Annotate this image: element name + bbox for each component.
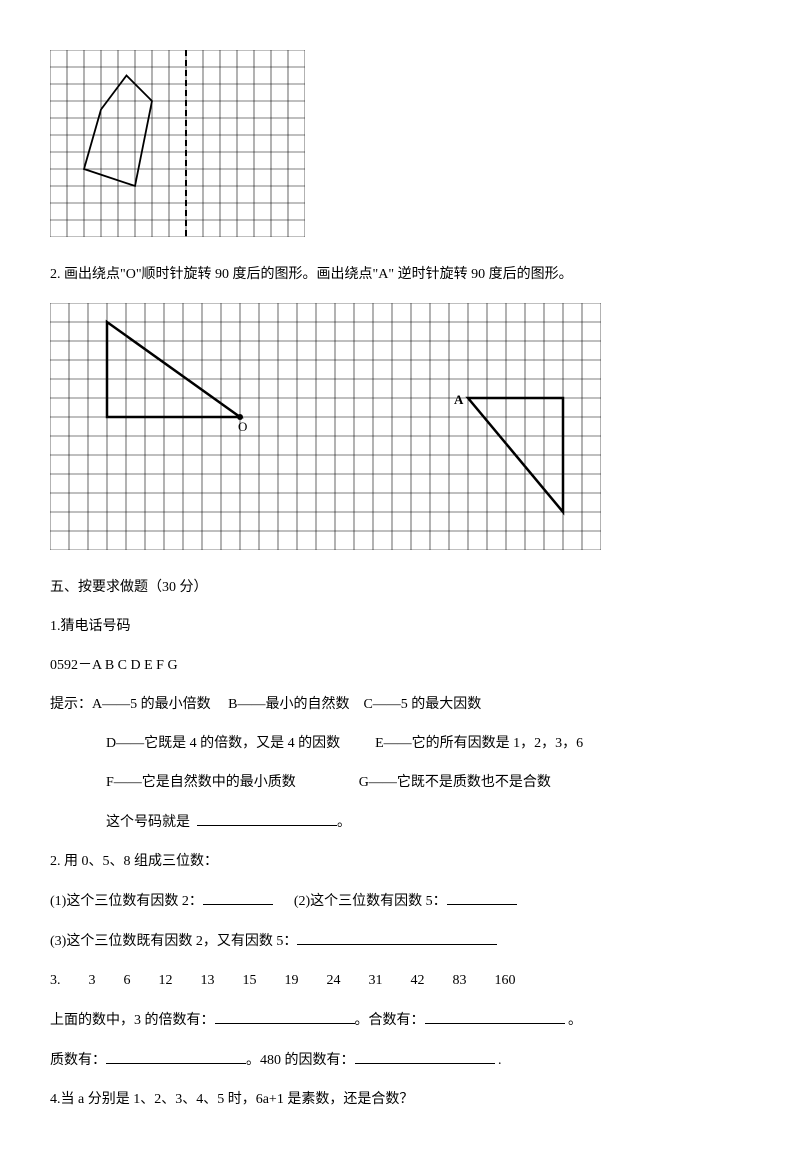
punct: .: [498, 1053, 502, 1068]
grid-triangles-svg: OA: [50, 303, 601, 550]
hints-label: 提示：: [50, 697, 92, 712]
grid-polygon-svg: [50, 50, 305, 237]
q3-number: 42: [411, 970, 425, 991]
q2b-blank1[interactable]: [203, 890, 273, 905]
q3-line1: 上面的数中，3 的倍数有： 。合数有： 。: [50, 1009, 750, 1031]
q2b-p1b: (2)这个三位数有因数 5：: [294, 894, 447, 909]
hint-a: A——5 的最小倍数: [92, 697, 211, 712]
q3-number: 24: [327, 970, 341, 991]
svg-text:A: A: [454, 392, 464, 407]
q4-text: 4.当 a 分别是 1、2、3、4、5 时，6a+1 是素数，还是合数？: [50, 1089, 750, 1110]
q3-number: 31: [369, 970, 383, 991]
q3-l2b: 。480 的因数有：: [246, 1053, 355, 1068]
question-2-rotation: 2. 画出绕点"O"顺时针旋转 90 度后的图形。画出绕点"A" 逆时针旋转 9…: [50, 264, 750, 285]
hint-b: B——最小的自然数: [228, 697, 349, 712]
hint-e: E——它的所有因数是 1，2，3，6: [375, 736, 583, 751]
section-5-heading: 五、按要求做题（30 分）: [50, 577, 750, 598]
q2b-title: 2. 用 0、5、8 组成三位数：: [50, 851, 750, 872]
q1-hints-row1: 提示：A——5 的最小倍数 B——最小的自然数 C——5 的最大因数: [50, 694, 750, 715]
q3-prefix: 3.: [50, 970, 61, 991]
q1-title: 1.猜电话号码: [50, 616, 750, 637]
q2b-row2: (3)这个三位数既有因数 2，又有因数 5：: [50, 930, 750, 952]
figure-1: [50, 50, 750, 244]
q3-numbers-row: 3. 3 6 12 13 15 19 24 31 42 83 160: [50, 970, 750, 991]
q3-blank1[interactable]: [215, 1009, 355, 1024]
q3-number: 19: [285, 970, 299, 991]
q2b-p3: (3)这个三位数既有因数 2，又有因数 5：: [50, 934, 297, 949]
q3-blank2[interactable]: [425, 1009, 565, 1024]
q3-blank4[interactable]: [355, 1049, 495, 1064]
figure-2: OA: [50, 303, 750, 557]
q3-blank3[interactable]: [106, 1049, 246, 1064]
punct: 。: [337, 815, 351, 830]
q1-answer-label: 这个号码就是: [106, 815, 190, 830]
q3-number: 13: [201, 970, 215, 991]
q1-answer-blank[interactable]: [197, 811, 337, 826]
q3-number: 15: [243, 970, 257, 991]
q3-l1a: 上面的数中，3 的倍数有：: [50, 1013, 215, 1028]
q3-number: 83: [453, 970, 467, 991]
q1-hints-row2: D——它既是 4 的倍数，又是 4 的因数 E——它的所有因数是 1，2，3，6: [50, 733, 750, 754]
q3-number: 160: [495, 970, 516, 991]
q1-hints-row3: F——它是自然数中的最小质数 G——它既不是质数也不是合数: [50, 772, 750, 793]
hint-g: G——它既不是质数也不是合数: [359, 775, 551, 790]
q3-number: 3: [89, 970, 96, 991]
hint-f: F——它是自然数中的最小质数: [106, 775, 296, 790]
hint-d: D——它既是 4 的倍数，又是 4 的因数: [106, 736, 340, 751]
q3-number: 12: [159, 970, 173, 991]
q3-l1b: 。合数有：: [355, 1013, 425, 1028]
q3-l2a: 质数有：: [50, 1053, 106, 1068]
q2b-row1: (1)这个三位数有因数 2： (2)这个三位数有因数 5：: [50, 890, 750, 912]
svg-text:O: O: [238, 419, 247, 434]
q3-line2: 质数有： 。480 的因数有： .: [50, 1049, 750, 1071]
q2b-blank3[interactable]: [297, 930, 497, 945]
hint-c: C——5 的最大因数: [363, 697, 481, 712]
q1-answer-row: 这个号码就是 。: [50, 811, 750, 833]
punct: 。: [568, 1013, 582, 1028]
q1-code: 0592－A B C D E F G: [50, 655, 750, 676]
q3-number: 6: [124, 970, 131, 991]
q2b-blank2[interactable]: [447, 890, 517, 905]
q2b-p1a: (1)这个三位数有因数 2：: [50, 894, 203, 909]
